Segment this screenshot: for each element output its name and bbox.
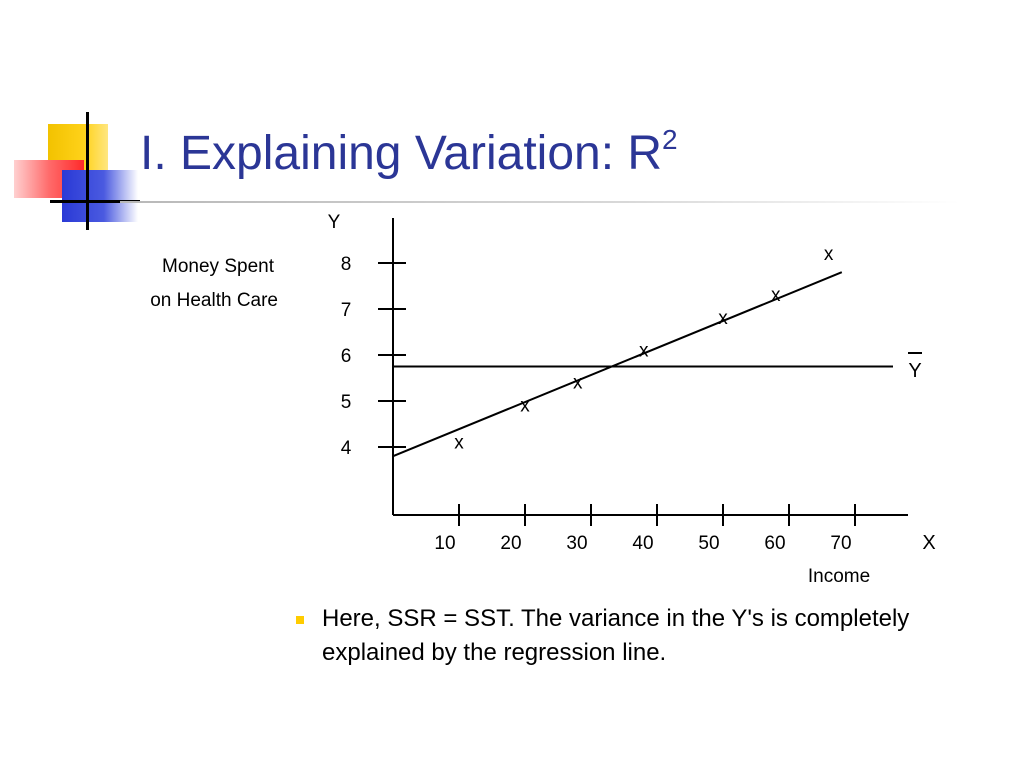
y-axis-label-line-2: on Health Care — [150, 290, 278, 311]
data-point-4: x — [639, 340, 649, 361]
data-point-3: x — [573, 373, 583, 394]
vertical-decor-line — [86, 112, 89, 230]
data-point-2: x — [520, 396, 530, 417]
x-tick-label-70: 70 — [830, 533, 851, 554]
slide-title: I. Explaining Variation: R2 — [140, 126, 678, 181]
y-ticks: 4 5 6 7 8 — [341, 254, 406, 459]
x-tick-label-60: 60 — [764, 533, 785, 554]
title-underline-rule — [120, 201, 960, 203]
data-points: x x x x x x x — [454, 244, 834, 454]
x-axis-letter: X — [922, 532, 935, 554]
x-ticks: 10 20 30 40 50 60 70 — [434, 504, 856, 554]
x-tick-label-10: 10 — [434, 533, 455, 554]
bullet-marker — [296, 616, 304, 624]
mean-label: Y — [908, 360, 921, 382]
y-axis-label-line-1: Money Spent — [162, 256, 274, 277]
x-axis-title: Income — [808, 566, 870, 587]
data-point-5: x — [718, 308, 728, 329]
horizontal-decor-line — [50, 200, 140, 203]
bullet-text: Here, SSR = SST. The variance in the Y's… — [322, 605, 910, 666]
x-tick-label-20: 20 — [500, 533, 521, 554]
slide-title-text: I. Explaining Variation: R — [140, 127, 663, 180]
y-tick-label-5: 5 — [341, 392, 352, 413]
data-point-7: x — [824, 244, 834, 265]
y-tick-label-8: 8 — [341, 254, 352, 275]
y-tick-label-6: 6 — [341, 346, 352, 367]
y-tick-label-7: 7 — [341, 300, 352, 321]
y-tick-label-4: 4 — [341, 438, 352, 459]
blue-square-decoration — [62, 170, 138, 222]
x-tick-label-40: 40 — [632, 533, 653, 554]
data-point-6: x — [771, 285, 781, 306]
data-point-1: x — [454, 432, 464, 453]
x-tick-label-30: 30 — [566, 533, 587, 554]
x-tick-label-50: 50 — [698, 533, 719, 554]
regression-line — [392, 271, 843, 458]
y-axis-letter: Y — [328, 212, 341, 233]
title-superscript: 2 — [662, 124, 678, 155]
